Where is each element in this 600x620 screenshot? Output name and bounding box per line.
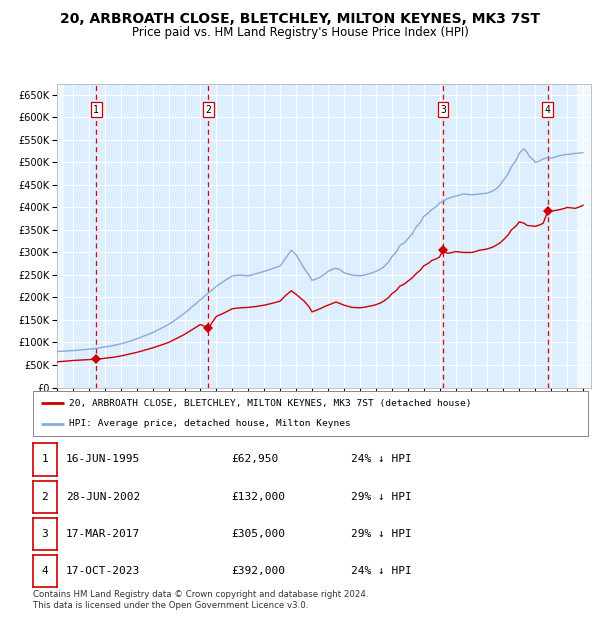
Text: 20, ARBROATH CLOSE, BLETCHLEY, MILTON KEYNES, MK3 7ST (detached house): 20, ARBROATH CLOSE, BLETCHLEY, MILTON KE… [69,399,472,408]
Text: 28-JUN-2002: 28-JUN-2002 [66,492,140,502]
Text: £305,000: £305,000 [231,529,285,539]
Text: This data is licensed under the Open Government Licence v3.0.: This data is licensed under the Open Gov… [33,601,308,611]
Text: HPI: Average price, detached house, Milton Keynes: HPI: Average price, detached house, Milt… [69,419,351,428]
Text: 17-OCT-2023: 17-OCT-2023 [66,566,140,576]
Text: 1: 1 [41,454,49,464]
Text: 20, ARBROATH CLOSE, BLETCHLEY, MILTON KEYNES, MK3 7ST: 20, ARBROATH CLOSE, BLETCHLEY, MILTON KE… [60,12,540,27]
Text: Contains HM Land Registry data © Crown copyright and database right 2024.: Contains HM Land Registry data © Crown c… [33,590,368,600]
Bar [577,84,591,388]
Text: 3: 3 [41,529,49,539]
Text: £62,950: £62,950 [231,454,278,464]
Text: 29% ↓ HPI: 29% ↓ HPI [351,529,412,539]
Text: 4: 4 [41,566,49,576]
Text: 4: 4 [545,105,551,115]
Text: 16-JUN-1995: 16-JUN-1995 [66,454,140,464]
Text: 24% ↓ HPI: 24% ↓ HPI [351,566,412,576]
Text: £132,000: £132,000 [231,492,285,502]
Text: 17-MAR-2017: 17-MAR-2017 [66,529,140,539]
Text: 29% ↓ HPI: 29% ↓ HPI [351,492,412,502]
Text: 24% ↓ HPI: 24% ↓ HPI [351,454,412,464]
Text: Price paid vs. HM Land Registry's House Price Index (HPI): Price paid vs. HM Land Registry's House … [131,26,469,39]
Text: 3: 3 [440,105,446,115]
Text: 1: 1 [93,105,99,115]
Bar [57,84,64,388]
Text: 2: 2 [41,492,49,502]
Text: 2: 2 [205,105,211,115]
Text: £392,000: £392,000 [231,566,285,576]
